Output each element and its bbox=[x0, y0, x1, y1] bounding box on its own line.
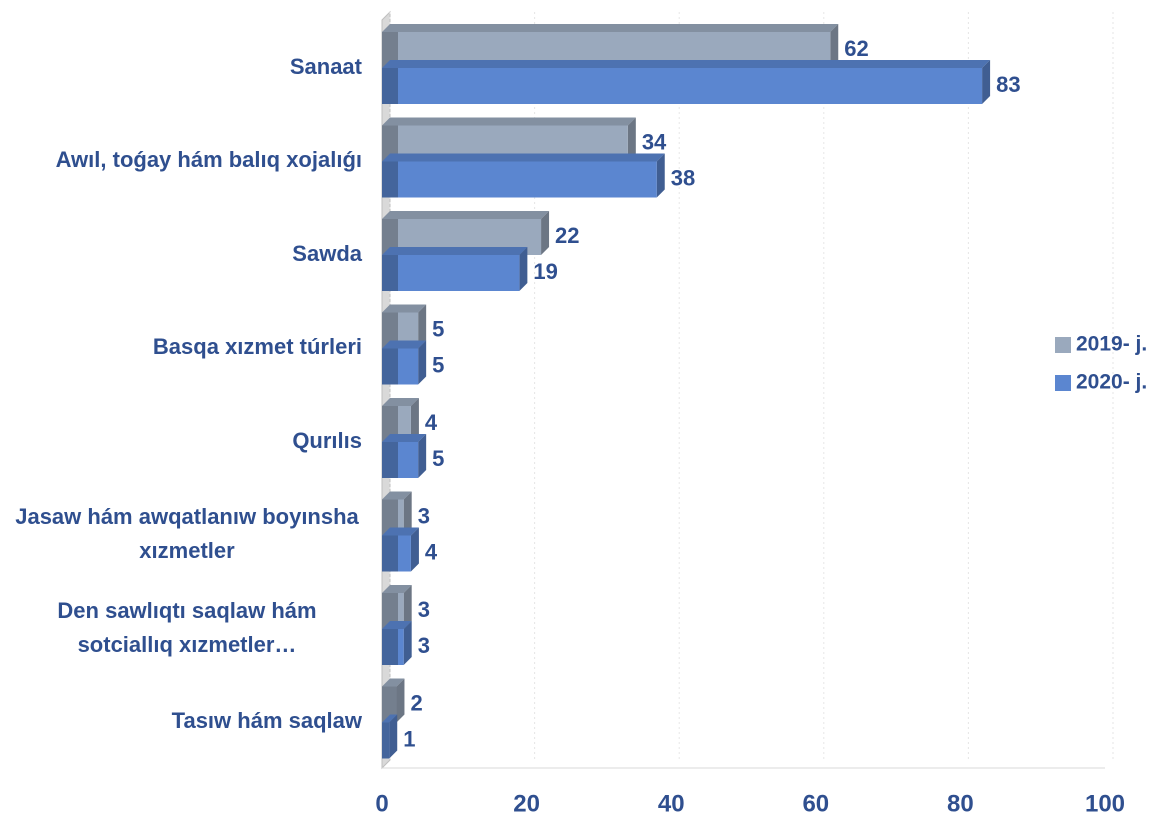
value-label: 34 bbox=[642, 129, 667, 154]
legend-swatch bbox=[1055, 375, 1071, 391]
bar-top bbox=[382, 585, 412, 593]
x-tick-label: 20 bbox=[513, 790, 540, 817]
bar-side bbox=[830, 24, 839, 68]
bar-edge bbox=[382, 68, 398, 104]
value-label: 4 bbox=[425, 539, 438, 564]
bar-top bbox=[382, 527, 419, 536]
bar bbox=[382, 161, 657, 198]
y-tick-label: Sawda bbox=[292, 240, 362, 266]
bar-side bbox=[982, 60, 991, 104]
bar-edge bbox=[382, 535, 398, 572]
bar-edge bbox=[382, 406, 398, 442]
bar-top bbox=[382, 117, 636, 126]
bar-edge bbox=[382, 348, 398, 385]
bar-top bbox=[382, 247, 528, 255]
bar-edge bbox=[382, 32, 398, 68]
value-label: 2 bbox=[410, 690, 422, 715]
bar-edge bbox=[382, 686, 397, 723]
value-label: 38 bbox=[671, 165, 695, 190]
bar-top bbox=[382, 60, 991, 68]
bar-edge bbox=[382, 722, 390, 759]
value-label: 3 bbox=[418, 503, 430, 528]
bar-top bbox=[382, 434, 427, 442]
value-label: 3 bbox=[418, 597, 430, 622]
bar-side bbox=[403, 621, 412, 665]
bar-top bbox=[382, 491, 412, 500]
bar-side bbox=[418, 304, 427, 349]
bar-side bbox=[627, 117, 636, 162]
bar bbox=[382, 255, 520, 291]
bar-top bbox=[382, 714, 398, 723]
legend-label: 2020- j. bbox=[1076, 371, 1147, 394]
value-label: 3 bbox=[418, 633, 430, 658]
bar-edge bbox=[382, 161, 398, 198]
value-label: 83 bbox=[996, 72, 1020, 97]
x-tick-label: 80 bbox=[947, 790, 974, 817]
x-tick-label: 40 bbox=[658, 790, 685, 817]
bar-top bbox=[382, 304, 427, 313]
bar-side bbox=[396, 678, 405, 723]
legend-swatch bbox=[1055, 337, 1071, 353]
bar-edge bbox=[382, 499, 398, 536]
bar-edge bbox=[382, 442, 398, 478]
bar-edge bbox=[382, 125, 398, 162]
bar-edge bbox=[382, 219, 398, 255]
y-tick-label: Basqa xızmet túrleri bbox=[152, 334, 362, 360]
bar-top bbox=[382, 621, 412, 629]
bar-side bbox=[403, 585, 412, 629]
value-label: 5 bbox=[432, 352, 444, 377]
bar-top bbox=[382, 678, 405, 687]
value-label: 5 bbox=[432, 446, 444, 471]
y-tick-label: Qurılıs bbox=[292, 427, 362, 453]
bar-top bbox=[382, 153, 665, 162]
bar-side bbox=[389, 714, 398, 759]
bar-side bbox=[519, 247, 528, 291]
x-tick-label: 100 bbox=[1085, 790, 1125, 817]
value-label: 62 bbox=[844, 36, 868, 61]
bar-side bbox=[410, 398, 419, 442]
bar-top bbox=[382, 211, 550, 219]
bar-side bbox=[403, 491, 412, 536]
value-label: 19 bbox=[533, 259, 557, 284]
bar-side bbox=[656, 153, 665, 198]
bar-edge bbox=[382, 255, 398, 291]
y-tick-label: Tasıw hám saqlaw bbox=[171, 708, 362, 734]
bar-top bbox=[382, 24, 839, 32]
value-label: 5 bbox=[432, 316, 444, 341]
bar-edge bbox=[382, 593, 398, 629]
bar-side bbox=[418, 340, 427, 385]
value-label: 1 bbox=[403, 726, 415, 751]
x-tick-label: 60 bbox=[802, 790, 829, 817]
bar-top bbox=[382, 398, 419, 406]
bar-side bbox=[410, 527, 419, 572]
bar-edge bbox=[382, 629, 398, 665]
value-label: 4 bbox=[425, 410, 438, 435]
bar-edge bbox=[382, 312, 398, 349]
y-tick-label: Awıl, toǵay hám balıq xojalıǵı bbox=[55, 147, 362, 173]
value-label: 22 bbox=[555, 223, 579, 248]
y-tick-label: Den sawlıqtı saqlaw hám sotciallıq xızme… bbox=[57, 597, 317, 657]
bar bbox=[382, 68, 983, 104]
bar-side bbox=[418, 434, 427, 478]
y-tick-label: Jasaw hám awqatlanıw boyınsha xızmetler bbox=[15, 504, 359, 564]
bar-side bbox=[541, 211, 550, 255]
bar-top bbox=[382, 340, 427, 349]
legend-label: 2019- j. bbox=[1076, 333, 1147, 356]
x-tick-label: 0 bbox=[375, 790, 388, 817]
y-tick-label: Sanaat bbox=[289, 53, 362, 79]
